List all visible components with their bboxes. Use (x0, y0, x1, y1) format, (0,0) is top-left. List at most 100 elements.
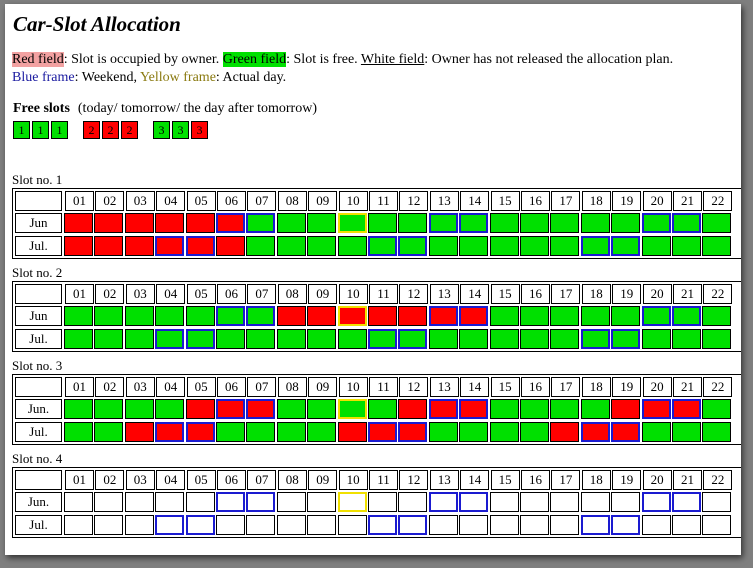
allocation-cell[interactable] (307, 422, 337, 442)
allocation-cell[interactable] (368, 213, 397, 233)
allocation-cell[interactable] (368, 492, 397, 512)
allocation-cell[interactable] (550, 399, 580, 419)
allocation-cell[interactable] (276, 213, 306, 233)
allocation-cell[interactable] (246, 306, 276, 326)
allocation-cell[interactable] (94, 515, 124, 535)
allocation-cell[interactable] (428, 236, 458, 256)
allocation-cell[interactable] (246, 515, 276, 535)
allocation-cell[interactable] (216, 515, 245, 535)
allocation-cell[interactable] (94, 329, 124, 349)
allocation-cell[interactable] (641, 329, 671, 349)
allocation-cell[interactable] (64, 306, 93, 326)
allocation-cell[interactable] (94, 422, 124, 442)
allocation-cell[interactable] (94, 492, 124, 512)
allocation-cell[interactable] (702, 236, 732, 256)
allocation-cell[interactable] (611, 213, 641, 233)
allocation-cell[interactable] (428, 515, 458, 535)
allocation-cell[interactable] (459, 306, 489, 326)
allocation-cell[interactable] (276, 399, 306, 419)
allocation-cell[interactable] (337, 329, 367, 349)
allocation-cell[interactable] (702, 329, 732, 349)
allocation-cell[interactable] (64, 515, 93, 535)
allocation-cell[interactable] (641, 213, 671, 233)
allocation-cell[interactable] (520, 213, 549, 233)
allocation-cell[interactable] (185, 306, 215, 326)
allocation-cell[interactable] (368, 306, 397, 326)
allocation-cell[interactable] (398, 515, 428, 535)
allocation-cell[interactable] (124, 213, 154, 233)
allocation-cell[interactable] (246, 236, 276, 256)
allocation-cell[interactable] (398, 306, 428, 326)
allocation-cell[interactable] (428, 213, 458, 233)
allocation-cell[interactable] (520, 236, 549, 256)
allocation-cell[interactable] (428, 492, 458, 512)
allocation-cell[interactable] (155, 306, 185, 326)
allocation-cell[interactable] (185, 399, 215, 419)
allocation-cell[interactable] (550, 306, 580, 326)
allocation-cell[interactable] (368, 422, 397, 442)
allocation-cell[interactable] (216, 236, 245, 256)
allocation-cell[interactable] (580, 213, 610, 233)
allocation-cell[interactable] (185, 422, 215, 442)
allocation-cell[interactable] (489, 306, 519, 326)
allocation-cell[interactable] (155, 515, 185, 535)
allocation-cell[interactable] (307, 213, 337, 233)
allocation-cell[interactable] (124, 329, 154, 349)
allocation-cell[interactable] (702, 306, 732, 326)
allocation-cell[interactable] (185, 236, 215, 256)
allocation-cell[interactable] (124, 236, 154, 256)
allocation-cell[interactable] (94, 236, 124, 256)
allocation-cell[interactable] (64, 236, 93, 256)
allocation-cell[interactable] (489, 236, 519, 256)
allocation-cell[interactable] (550, 213, 580, 233)
allocation-cell[interactable] (337, 236, 367, 256)
allocation-cell[interactable] (672, 422, 701, 442)
allocation-cell[interactable] (216, 213, 245, 233)
allocation-cell[interactable] (307, 492, 337, 512)
allocation-cell[interactable] (368, 515, 397, 535)
allocation-cell[interactable] (216, 399, 245, 419)
allocation-cell[interactable] (520, 422, 549, 442)
allocation-cell[interactable] (672, 492, 701, 512)
allocation-cell[interactable] (246, 213, 276, 233)
allocation-cell[interactable] (520, 515, 549, 535)
allocation-cell[interactable] (276, 236, 306, 256)
allocation-cell[interactable] (489, 213, 519, 233)
allocation-cell[interactable] (580, 329, 610, 349)
allocation-cell[interactable] (611, 422, 641, 442)
allocation-cell[interactable] (185, 213, 215, 233)
allocation-cell[interactable] (337, 515, 367, 535)
allocation-cell[interactable] (672, 306, 701, 326)
allocation-cell[interactable] (368, 399, 397, 419)
allocation-cell[interactable] (155, 329, 185, 349)
allocation-cell[interactable] (520, 306, 549, 326)
allocation-cell[interactable] (611, 329, 641, 349)
allocation-cell[interactable] (216, 492, 245, 512)
allocation-cell[interactable] (520, 399, 549, 419)
allocation-cell[interactable] (489, 329, 519, 349)
allocation-cell[interactable] (124, 306, 154, 326)
allocation-cell[interactable] (216, 306, 245, 326)
allocation-cell[interactable] (64, 422, 93, 442)
allocation-cell[interactable] (246, 492, 276, 512)
allocation-cell[interactable] (276, 306, 306, 326)
allocation-cell[interactable] (276, 422, 306, 442)
allocation-cell[interactable] (428, 329, 458, 349)
allocation-cell[interactable] (307, 306, 337, 326)
allocation-cell[interactable] (368, 329, 397, 349)
allocation-cell[interactable] (246, 329, 276, 349)
allocation-cell[interactable] (641, 515, 671, 535)
allocation-cell[interactable] (155, 492, 185, 512)
allocation-cell[interactable] (580, 236, 610, 256)
allocation-cell[interactable] (124, 422, 154, 442)
allocation-cell[interactable] (337, 306, 367, 326)
allocation-cell[interactable] (155, 236, 185, 256)
allocation-cell[interactable] (398, 329, 428, 349)
allocation-cell[interactable] (337, 213, 367, 233)
allocation-cell[interactable] (398, 213, 428, 233)
allocation-cell[interactable] (307, 515, 337, 535)
allocation-cell[interactable] (428, 306, 458, 326)
allocation-cell[interactable] (672, 329, 701, 349)
allocation-cell[interactable] (94, 306, 124, 326)
allocation-cell[interactable] (368, 236, 397, 256)
